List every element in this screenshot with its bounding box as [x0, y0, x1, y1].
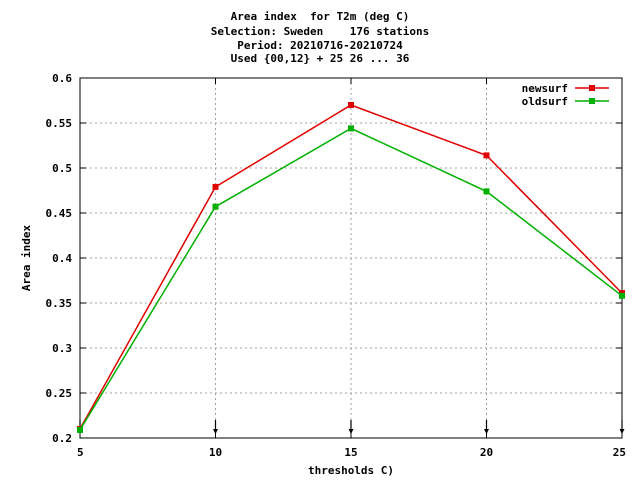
chart-title-line-3: Period: 20210716-20210724: [237, 39, 403, 52]
y-tick-label: 0.5: [52, 162, 72, 175]
series-newsurf: [77, 102, 625, 432]
x-axis-label: thresholds C): [308, 464, 394, 477]
y-tick-label: 0.6: [52, 72, 72, 85]
bottom-marker: [619, 420, 625, 434]
y-tick-label: 0.2: [52, 432, 72, 445]
y-tick-label: 0.25: [46, 387, 73, 400]
data-point: [619, 292, 625, 299]
data-point: [77, 426, 83, 433]
x-tick-label: 10: [209, 446, 222, 459]
chart-title-line-2: Selection: Sweden 176 stations: [210, 25, 430, 38]
data-point: [483, 152, 490, 159]
x-tick-labels: 5 10 15 20 25: [77, 446, 626, 459]
y-tick-labels: 0.2 0.25 0.3 0.35 0.4 0.45 0.5 0.55 0.6: [46, 72, 73, 445]
bottom-marker: [484, 420, 489, 434]
chart-title-line-4: Used {00,12} + 25 26 ... 36: [230, 52, 410, 65]
data-point: [348, 125, 354, 132]
x-tick-label: 25: [613, 446, 626, 459]
data-point: [212, 203, 219, 210]
legend-item: newsurf: [522, 82, 609, 95]
series-oldsurf: [77, 125, 625, 433]
bottom-marker: [213, 420, 218, 434]
legend-marker: [589, 85, 595, 91]
legend-label: oldsurf: [522, 95, 568, 108]
y-tick-label: 0.45: [46, 207, 73, 220]
grid-lines: [80, 78, 622, 438]
data-point: [348, 102, 354, 108]
bottom-marker: [348, 420, 354, 434]
bottom-tick-markers: [77, 420, 625, 434]
series-lines: [77, 102, 625, 433]
legend-marker: [589, 98, 595, 104]
legend-item: oldsurf: [522, 95, 609, 108]
data-point: [483, 188, 490, 195]
x-tick-label: 20: [480, 446, 493, 459]
data-point: [212, 183, 219, 190]
x-tick-label: 15: [344, 446, 357, 459]
chart-title-line-1: Area index for T2m (deg C): [230, 10, 410, 23]
axis-ticks: [79, 77, 623, 439]
y-axis-label: Area index: [20, 225, 33, 292]
y-tick-label: 0.55: [46, 117, 73, 130]
x-tick-label: 5: [77, 446, 84, 459]
y-tick-label: 0.4: [52, 252, 72, 265]
y-tick-label: 0.3: [52, 342, 72, 355]
legend-label: newsurf: [522, 82, 568, 95]
y-tick-label: 0.35: [46, 297, 73, 310]
